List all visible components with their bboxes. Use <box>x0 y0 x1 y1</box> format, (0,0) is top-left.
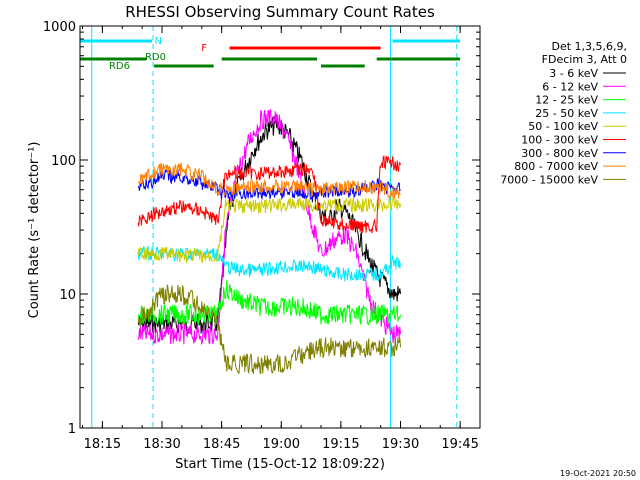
plot-frame <box>79 25 481 429</box>
axis-ticks: 18:15 18:30 18:45 19:00 19:15 19:30 19:45 1 10 10… <box>43 20 481 452</box>
x-tick-label-5: 19:30 <box>382 437 419 452</box>
series-1 <box>137 108 401 346</box>
series-group <box>137 108 401 375</box>
y-axis-label: Count Rate (s⁻¹ detector⁻¹) <box>27 142 42 319</box>
x-tick-label-2: 18:45 <box>203 437 240 452</box>
legend-label-1: 6 - 12 keV <box>542 80 598 93</box>
flag-1-label: F <box>201 43 207 54</box>
series-5 <box>137 154 401 234</box>
flag-3-label: RD6 <box>109 61 130 72</box>
series-3 <box>137 245 401 282</box>
x-axis-label: Start Time (15-Oct-12 18:09:22) <box>175 457 385 472</box>
flag-group: N F RD0 RD6 <box>80 36 461 72</box>
x-tick-label-4: 19:15 <box>322 437 359 452</box>
flag-2-label: RD0 <box>145 52 166 63</box>
series-6 <box>137 168 401 201</box>
y-tick-label-0: 1 <box>68 422 76 437</box>
legend-label-0: 3 - 6 keV <box>549 67 598 80</box>
legend: Det 1,3,5,6,9, FDecim 3, Att 0 3 - 6 keV… <box>500 40 627 186</box>
y-tick-label-1: 10 <box>59 288 76 303</box>
series-4-trace <box>137 196 401 264</box>
y-tick-label-2: 100 <box>51 154 76 169</box>
generation-timestamp: 19-Oct-2021 20:50 <box>560 469 636 478</box>
series-8 <box>137 284 401 375</box>
flag-0-label: N <box>155 36 162 47</box>
legend-label-5: 100 - 300 keV <box>521 134 598 147</box>
series-7 <box>137 162 401 200</box>
legend-header-line-1: Det 1,3,5,6,9, <box>551 40 627 53</box>
x-tick-label-3: 19:00 <box>263 437 300 452</box>
series-4 <box>137 196 401 264</box>
legend-label-7: 800 - 7000 keV <box>514 160 598 173</box>
series-1-trace <box>137 108 401 346</box>
legend-label-6: 300 - 800 keV <box>521 147 598 160</box>
series-5-trace <box>137 154 401 234</box>
series-2-trace <box>137 279 401 326</box>
x-tick-label-0: 18:15 <box>84 437 121 452</box>
series-8-trace <box>137 284 401 375</box>
series-7-trace <box>137 162 401 200</box>
legend-label-4: 50 - 100 keV <box>528 120 598 133</box>
y-tick-label-3: 1000 <box>43 20 76 35</box>
chart-title: RHESSI Observing Summary Count Rates <box>125 3 435 21</box>
legend-label-8: 7000 - 15000 keV <box>500 173 598 186</box>
series-3-trace <box>137 245 401 282</box>
legend-label-3: 25 - 50 keV <box>535 107 598 120</box>
x-tick-label-6: 19:45 <box>441 437 478 452</box>
observing-vlines <box>91 26 458 428</box>
legend-label-2: 12 - 25 keV <box>535 94 598 107</box>
series-6-trace <box>137 168 401 201</box>
legend-header-line-2: FDecim 3, Att 0 <box>542 53 627 66</box>
series-2 <box>137 279 401 326</box>
x-tick-label-1: 18:30 <box>143 437 180 452</box>
